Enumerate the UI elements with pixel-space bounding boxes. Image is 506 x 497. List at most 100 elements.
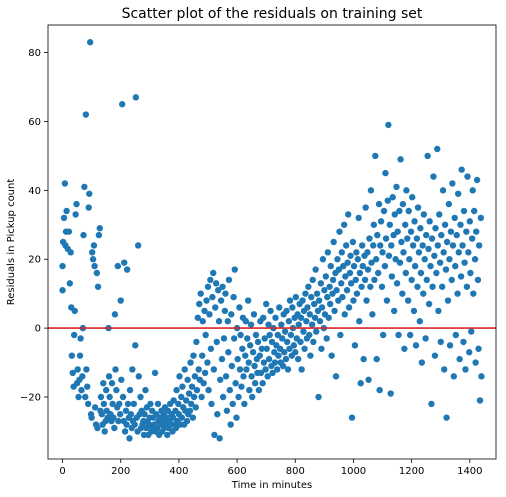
data-point [416, 318, 423, 325]
data-point [275, 352, 282, 359]
data-point [363, 297, 370, 304]
data-point [340, 221, 348, 228]
data-point [331, 307, 338, 315]
data-point [437, 338, 444, 346]
data-point [204, 283, 212, 290]
data-point [355, 214, 362, 222]
data-point [312, 266, 319, 273]
data-point [337, 331, 344, 339]
data-point [409, 194, 416, 201]
data-point [374, 231, 381, 239]
data-point [417, 225, 424, 232]
data-point [278, 321, 285, 328]
data-point [457, 221, 464, 228]
chart-title: Scatter plot of the residuals on trainin… [122, 6, 423, 22]
data-point [214, 411, 221, 418]
data-point [78, 386, 85, 394]
data-point [268, 338, 276, 346]
data-point [444, 297, 452, 304]
data-point [218, 355, 226, 363]
data-point [189, 414, 197, 421]
data-point [82, 111, 90, 118]
data-point [284, 366, 292, 373]
data-point [458, 166, 465, 173]
data-point [147, 400, 154, 408]
data-point [67, 249, 74, 256]
data-point [72, 211, 79, 218]
data-point [255, 386, 263, 394]
data-point [91, 404, 99, 411]
data-point [360, 355, 367, 363]
data-point [175, 400, 182, 408]
data-point [359, 262, 366, 270]
data-point [298, 366, 305, 373]
data-point [207, 345, 215, 352]
data-point [423, 276, 430, 284]
data-point [214, 287, 222, 294]
data-point [344, 259, 351, 266]
data-point [126, 435, 133, 442]
data-point [271, 359, 279, 366]
data-point [371, 276, 378, 284]
data-point [388, 242, 395, 249]
data-point [436, 211, 443, 218]
data-point [220, 335, 228, 342]
data-point [310, 300, 318, 308]
x-axis-label: Time in minutes [231, 480, 312, 491]
data-point [375, 200, 383, 208]
data-point [425, 245, 432, 253]
data-point [63, 207, 70, 215]
data-point [345, 304, 353, 311]
data-point [237, 331, 244, 339]
data-point [313, 328, 320, 335]
data-point [213, 338, 220, 346]
data-point [94, 283, 102, 290]
data-point [151, 369, 159, 377]
data-point [169, 414, 177, 421]
data-point [428, 235, 436, 242]
data-point [238, 383, 245, 390]
data-point [431, 252, 438, 259]
data-point [338, 249, 346, 256]
data-point [441, 366, 448, 373]
data-point [251, 380, 259, 387]
data-point [111, 424, 118, 432]
data-point [71, 307, 78, 315]
y-tick-label: 40 [28, 186, 41, 197]
data-point [236, 304, 243, 311]
data-point [392, 256, 399, 263]
data-point [349, 238, 357, 246]
data-point [414, 204, 422, 211]
data-point [402, 269, 410, 277]
data-point [409, 242, 417, 249]
data-point [460, 207, 468, 215]
data-point [473, 228, 480, 235]
data-point [443, 414, 450, 421]
data-point [438, 283, 446, 290]
axes-layer: 0 200 400 600 800 1000 1200 1400 −20 0 20 40 60 80 [20, 24, 497, 477]
data-point [367, 187, 375, 194]
data-point [438, 231, 445, 239]
data-point [442, 266, 450, 273]
data-point [419, 242, 426, 249]
data-point [418, 359, 426, 366]
data-point [236, 366, 244, 373]
data-point [276, 304, 283, 311]
data-point [80, 231, 87, 239]
data-point [254, 338, 262, 346]
data-point [389, 194, 396, 201]
data-point [382, 235, 390, 242]
data-point [190, 352, 197, 359]
y-tick-label: 80 [28, 48, 41, 59]
data-point [98, 411, 106, 418]
data-point [432, 225, 439, 232]
data-point [468, 235, 476, 242]
data-point [330, 238, 337, 246]
data-point [130, 400, 138, 408]
data-point [82, 393, 89, 401]
data-point [205, 386, 212, 394]
data-point [243, 366, 250, 373]
data-point [186, 407, 194, 414]
data-point [474, 276, 482, 284]
data-point [81, 183, 88, 191]
